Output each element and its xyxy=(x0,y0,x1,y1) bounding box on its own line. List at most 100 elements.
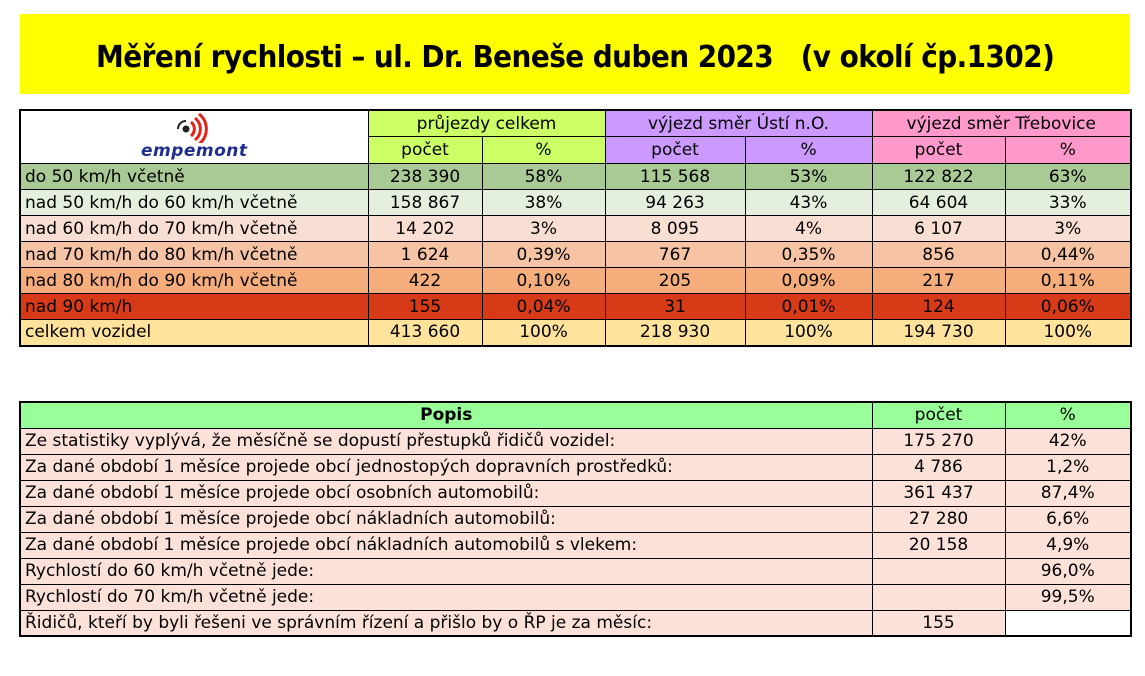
cell-usti-count: 31 xyxy=(604,293,746,320)
cell-trebovice-count: 217 xyxy=(871,267,1006,294)
subheader-count: počet xyxy=(367,136,483,164)
cell-total-percent: 0,04% xyxy=(481,293,606,320)
group-total-header: průjezdy celkem xyxy=(367,109,606,138)
table-row: nad 50 km/h do 60 km/h včetně 158 867 38… xyxy=(19,189,1132,216)
table-row: nad 80 km/h do 90 km/h včetně 422 0,10% … xyxy=(19,267,1132,294)
cell-total-percent: 58% xyxy=(481,163,606,190)
cell-trebovice-percent: 0,11% xyxy=(1004,267,1132,294)
table-row: nad 60 km/h do 70 km/h včetně 14 202 3% … xyxy=(19,215,1132,242)
logo-cell: empemont xyxy=(19,109,369,164)
cell-trebovice-percent: 100% xyxy=(1004,319,1132,346)
cell-total-count: 158 867 xyxy=(367,189,483,216)
summary-count xyxy=(871,583,1006,611)
cell-trebovice-count: 194 730 xyxy=(871,319,1006,346)
summary-text: Za dané období 1 měsíce projede obcí oso… xyxy=(19,479,873,507)
summary-text: Za dané období 1 měsíce projede obcí nák… xyxy=(19,531,873,559)
empemont-logo: empemont xyxy=(21,111,367,163)
cell-total-count: 422 xyxy=(367,267,483,294)
row-label: nad 60 km/h do 70 km/h včetně xyxy=(19,215,369,242)
summary-row: Za dané období 1 měsíce projede obcí nák… xyxy=(19,505,1132,533)
subheader-percent: % xyxy=(744,136,873,164)
row-label: celkem vozidel xyxy=(19,319,369,346)
group-usti-header: výjezd směr Ústí n.O. xyxy=(604,109,873,138)
summary-text: Za dané období 1 měsíce projede obcí nák… xyxy=(19,505,873,533)
row-label: nad 50 km/h do 60 km/h včetně xyxy=(19,189,369,216)
summary-text: Za dané období 1 měsíce projede obcí jed… xyxy=(19,453,873,481)
table-row: nad 90 km/h 155 0,04% 31 0,01% 124 0,06% xyxy=(19,293,1132,320)
row-label: do 50 km/h včetně xyxy=(19,163,369,190)
speed-table: empemont průjezdy celkem výjezd směr Úst… xyxy=(19,109,1133,347)
summary-percent: 99,5% xyxy=(1004,583,1132,611)
cell-trebovice-percent: 0,06% xyxy=(1004,293,1132,320)
summary-percent xyxy=(1004,609,1132,637)
logo-text: empemont xyxy=(140,141,248,161)
cell-trebovice-percent: 0,44% xyxy=(1004,241,1132,268)
summary-row: Za dané období 1 měsíce projede obcí nák… xyxy=(19,531,1132,559)
cell-trebovice-count: 64 604 xyxy=(871,189,1006,216)
cell-total-percent: 0,10% xyxy=(481,267,606,294)
summary-percent: 87,4% xyxy=(1004,479,1132,507)
cell-trebovice-percent: 3% xyxy=(1004,215,1132,242)
cell-total-percent: 100% xyxy=(481,319,606,346)
table-row: nad 70 km/h do 80 km/h včetně 1 624 0,39… xyxy=(19,241,1132,268)
cell-total-count: 1 624 xyxy=(367,241,483,268)
summary-count: 27 280 xyxy=(871,505,1006,533)
cell-usti-count: 767 xyxy=(604,241,746,268)
cell-usti-count: 8 095 xyxy=(604,215,746,242)
cell-usti-percent: 0,35% xyxy=(744,241,873,268)
cell-trebovice-percent: 33% xyxy=(1004,189,1132,216)
summary-count xyxy=(871,557,1006,585)
subheader-row: počet % počet % počet % xyxy=(20,136,1132,164)
cell-trebovice-count: 122 822 xyxy=(871,163,1006,190)
summary-header-percent: % xyxy=(1004,401,1132,429)
cell-usti-count: 218 930 xyxy=(604,319,746,346)
summary-row: Řidičů, kteří by byli řešeni ve správním… xyxy=(19,609,1132,637)
cell-trebovice-count: 856 xyxy=(871,241,1006,268)
cell-total-count: 413 660 xyxy=(367,319,483,346)
cell-usti-percent: 0,09% xyxy=(744,267,873,294)
summary-count: 4 786 xyxy=(871,453,1006,481)
cell-total-count: 14 202 xyxy=(367,215,483,242)
cell-total-count: 155 xyxy=(367,293,483,320)
group-header-row: empemont průjezdy celkem výjezd směr Úst… xyxy=(19,109,1132,164)
summary-row: Rychlostí do 60 km/h včetně jede: 96,0% xyxy=(19,557,1132,585)
signal-waves-icon xyxy=(177,113,209,143)
cell-total-count: 238 390 xyxy=(367,163,483,190)
summary-row: Za dané období 1 měsíce projede obcí jed… xyxy=(19,453,1132,481)
summary-text: Ze statistiky vyplývá, že měsíčně se dop… xyxy=(19,427,873,455)
cell-usti-count: 115 568 xyxy=(604,163,746,190)
row-label: nad 70 km/h do 80 km/h včetně xyxy=(19,241,369,268)
row-label: nad 80 km/h do 90 km/h včetně xyxy=(19,267,369,294)
cell-trebovice-count: 124 xyxy=(871,293,1006,320)
cell-usti-count: 205 xyxy=(604,267,746,294)
summary-count: 361 437 xyxy=(871,479,1006,507)
cell-usti-percent: 43% xyxy=(744,189,873,216)
summary-row: Za dané období 1 měsíce projede obcí oso… xyxy=(19,479,1132,507)
subheader-percent: % xyxy=(1004,136,1132,164)
summary-row: Ze statistiky vyplývá, že měsíčně se dop… xyxy=(19,427,1132,455)
group-trebovice-header: výjezd směr Třebovice xyxy=(871,109,1132,138)
cell-total-percent: 0,39% xyxy=(481,241,606,268)
summary-header-description: Popis xyxy=(19,401,873,429)
summary-count: 20 158 xyxy=(871,531,1006,559)
cell-trebovice-count: 6 107 xyxy=(871,215,1006,242)
summary-row: Rychlostí do 70 km/h včetně jede: 99,5% xyxy=(19,583,1132,611)
page-title: Měření rychlosti – ul. Dr. Beneše duben … xyxy=(95,39,1055,75)
summary-text: Rychlostí do 70 km/h včetně jede: xyxy=(19,583,873,611)
table-row: do 50 km/h včetně 238 390 58% 115 568 53… xyxy=(19,163,1132,190)
cell-total-percent: 38% xyxy=(481,189,606,216)
cell-usti-percent: 53% xyxy=(744,163,873,190)
summary-percent: 4,9% xyxy=(1004,531,1132,559)
summary-percent: 1,2% xyxy=(1004,453,1132,481)
cell-usti-count: 94 263 xyxy=(604,189,746,216)
summary-table: Popis počet % Ze statistiky vyplývá, že … xyxy=(19,401,1132,637)
summary-header-count: počet xyxy=(871,401,1006,429)
summary-text: Řidičů, kteří by byli řešeni ve správním… xyxy=(19,609,873,637)
table-row-total: celkem vozidel 413 660 100% 218 930 100%… xyxy=(19,319,1132,346)
summary-count: 175 270 xyxy=(871,427,1006,455)
summary-percent: 42% xyxy=(1004,427,1132,455)
cell-usti-percent: 0,01% xyxy=(744,293,873,320)
cell-total-percent: 3% xyxy=(481,215,606,242)
subheader-count: počet xyxy=(604,136,746,164)
title-banner: Měření rychlosti – ul. Dr. Beneše duben … xyxy=(20,14,1130,94)
